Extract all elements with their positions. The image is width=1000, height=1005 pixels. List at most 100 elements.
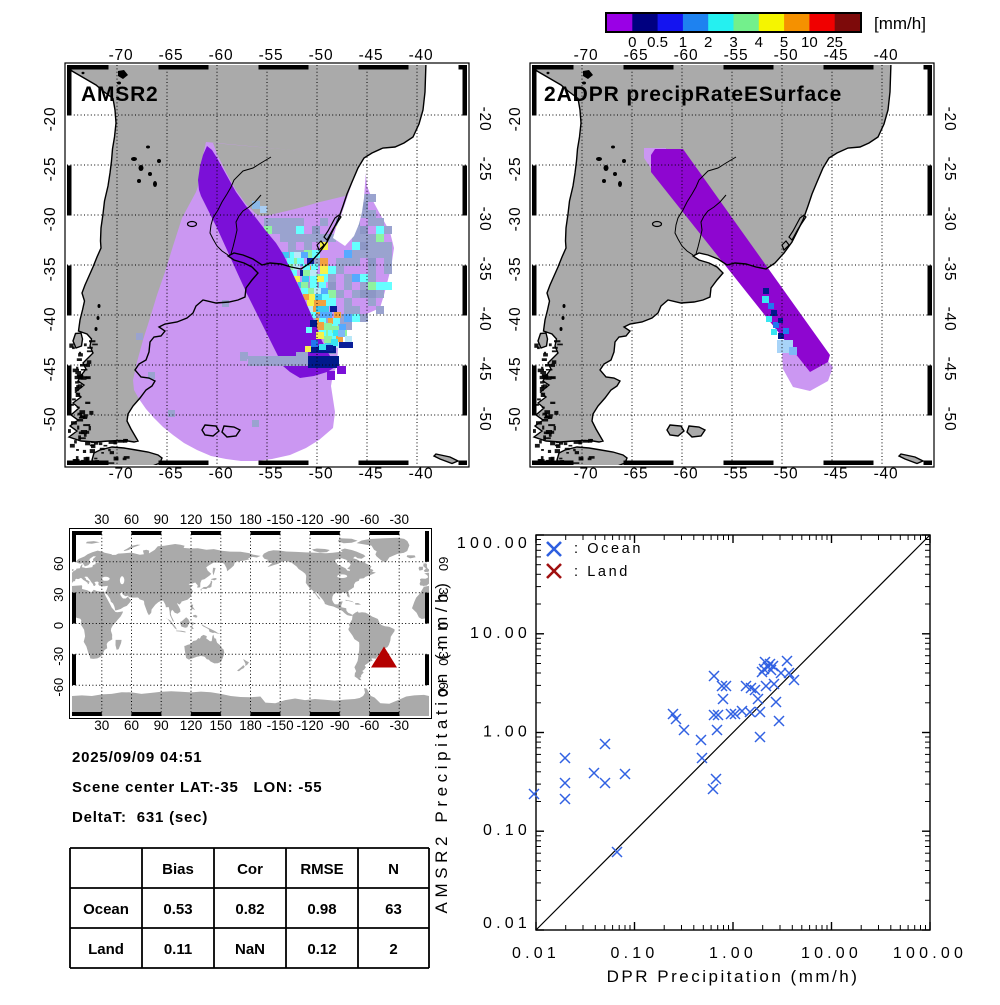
- svg-text:0.53: 0.53: [163, 901, 192, 918]
- svg-text:-25: -25: [476, 157, 493, 182]
- svg-text:-50: -50: [774, 466, 799, 483]
- svg-text:60: 60: [436, 557, 451, 571]
- svg-text:-30: -30: [941, 207, 958, 232]
- svg-text:-120: -120: [296, 512, 323, 527]
- svg-text:0.98: 0.98: [307, 901, 336, 918]
- svg-text:N: N: [388, 861, 399, 878]
- svg-text:120: 120: [180, 718, 203, 733]
- svg-text:-45: -45: [507, 357, 524, 382]
- svg-text:-30: -30: [42, 207, 59, 232]
- svg-text:0.82: 0.82: [235, 901, 264, 918]
- svg-text:-55: -55: [724, 47, 749, 64]
- svg-text:3: 3: [729, 34, 737, 51]
- svg-text:0.11: 0.11: [164, 941, 192, 958]
- svg-text:30: 30: [436, 587, 451, 601]
- svg-text:-50: -50: [42, 407, 59, 432]
- svg-text:-30: -30: [51, 647, 66, 666]
- svg-text:120: 120: [180, 512, 203, 527]
- svg-text:NaN: NaN: [235, 941, 265, 958]
- svg-text:100.00: 100.00: [893, 945, 967, 962]
- svg-text:-90: -90: [330, 512, 350, 527]
- svg-text:0: 0: [51, 622, 66, 629]
- svg-text:-65: -65: [624, 47, 649, 64]
- svg-text:-45: -45: [824, 466, 849, 483]
- svg-text:63: 63: [385, 901, 402, 918]
- svg-text:-70: -70: [109, 466, 134, 483]
- svg-text:-45: -45: [42, 357, 59, 382]
- svg-text:DeltaT: 631 (sec): DeltaT: 631 (sec): [72, 809, 208, 826]
- svg-text:-40: -40: [874, 47, 899, 64]
- svg-text:0.5: 0.5: [647, 34, 668, 51]
- svg-text:Bias: Bias: [162, 861, 194, 878]
- svg-text:0.10: 0.10: [483, 822, 531, 839]
- svg-text:25: 25: [826, 34, 843, 51]
- svg-text:-50: -50: [941, 407, 958, 432]
- svg-text:RMSE: RMSE: [300, 861, 343, 878]
- svg-text:-45: -45: [941, 357, 958, 382]
- svg-text:1: 1: [679, 34, 687, 51]
- svg-text:-150: -150: [267, 512, 294, 527]
- svg-text:0: 0: [436, 622, 451, 629]
- svg-text:-35: -35: [476, 257, 493, 282]
- svg-text:AMSR2: AMSR2: [81, 83, 159, 106]
- svg-text:: Ocean: : Ocean: [574, 541, 643, 557]
- svg-text:-50: -50: [507, 407, 524, 432]
- svg-text:0.10: 0.10: [611, 945, 659, 962]
- svg-text:5: 5: [780, 34, 788, 51]
- svg-text:-30: -30: [507, 207, 524, 232]
- svg-text:60: 60: [124, 512, 139, 527]
- svg-text:-20: -20: [507, 107, 524, 132]
- svg-text:-60: -60: [209, 466, 234, 483]
- svg-text:Ocean: Ocean: [83, 901, 129, 918]
- svg-text:Scene center LAT:-35 LON: -5: Scene center LAT:-35 LON: -55: [72, 779, 322, 796]
- svg-text:180: 180: [239, 512, 262, 527]
- svg-text:-20: -20: [476, 107, 493, 132]
- svg-text:-55: -55: [259, 466, 284, 483]
- svg-text:-50: -50: [476, 407, 493, 432]
- svg-text:30: 30: [94, 718, 109, 733]
- svg-text:-25: -25: [42, 157, 59, 182]
- svg-text:-70: -70: [574, 466, 599, 483]
- svg-text:-40: -40: [941, 307, 958, 332]
- svg-text:-55: -55: [724, 466, 749, 483]
- svg-text:-65: -65: [624, 466, 649, 483]
- svg-text:-45: -45: [359, 466, 384, 483]
- svg-text:-50: -50: [774, 47, 799, 64]
- svg-text:90: 90: [154, 718, 169, 733]
- svg-text:-30: -30: [389, 512, 409, 527]
- svg-text:-60: -60: [51, 678, 66, 697]
- svg-text:: Land: : Land: [574, 564, 630, 580]
- svg-text:-90: -90: [330, 718, 350, 733]
- svg-text:2: 2: [704, 34, 712, 51]
- svg-text:-40: -40: [476, 307, 493, 332]
- svg-text:-40: -40: [42, 307, 59, 332]
- svg-text:2: 2: [389, 941, 397, 958]
- svg-text:-50: -50: [309, 47, 334, 64]
- svg-text:-120: -120: [296, 718, 323, 733]
- svg-text:-30: -30: [476, 207, 493, 232]
- svg-text:0: 0: [628, 34, 636, 51]
- svg-text:10: 10: [801, 34, 818, 51]
- svg-text:-60: -60: [674, 47, 699, 64]
- svg-text:60: 60: [124, 718, 139, 733]
- svg-text:-60: -60: [360, 718, 380, 733]
- svg-text:150: 150: [210, 512, 233, 527]
- svg-text:-65: -65: [159, 466, 184, 483]
- svg-text:-60: -60: [674, 466, 699, 483]
- svg-text:60: 60: [51, 557, 66, 571]
- svg-text:30: 30: [51, 587, 66, 601]
- svg-text:-25: -25: [507, 157, 524, 182]
- svg-text:-20: -20: [42, 107, 59, 132]
- svg-text:0.12: 0.12: [307, 941, 336, 958]
- svg-text:DPR Precipitation (mm/h): DPR Precipitation (mm/h): [607, 967, 860, 986]
- svg-text:-35: -35: [507, 257, 524, 282]
- svg-text:[mm/h]: [mm/h]: [874, 14, 926, 33]
- svg-text:-60: -60: [360, 512, 380, 527]
- svg-text:-35: -35: [42, 257, 59, 282]
- svg-text:-60: -60: [209, 47, 234, 64]
- svg-text:-20: -20: [941, 107, 958, 132]
- svg-text:-40: -40: [507, 307, 524, 332]
- svg-text:4: 4: [755, 34, 763, 51]
- svg-text:-30: -30: [436, 647, 451, 666]
- svg-text:-65: -65: [159, 47, 184, 64]
